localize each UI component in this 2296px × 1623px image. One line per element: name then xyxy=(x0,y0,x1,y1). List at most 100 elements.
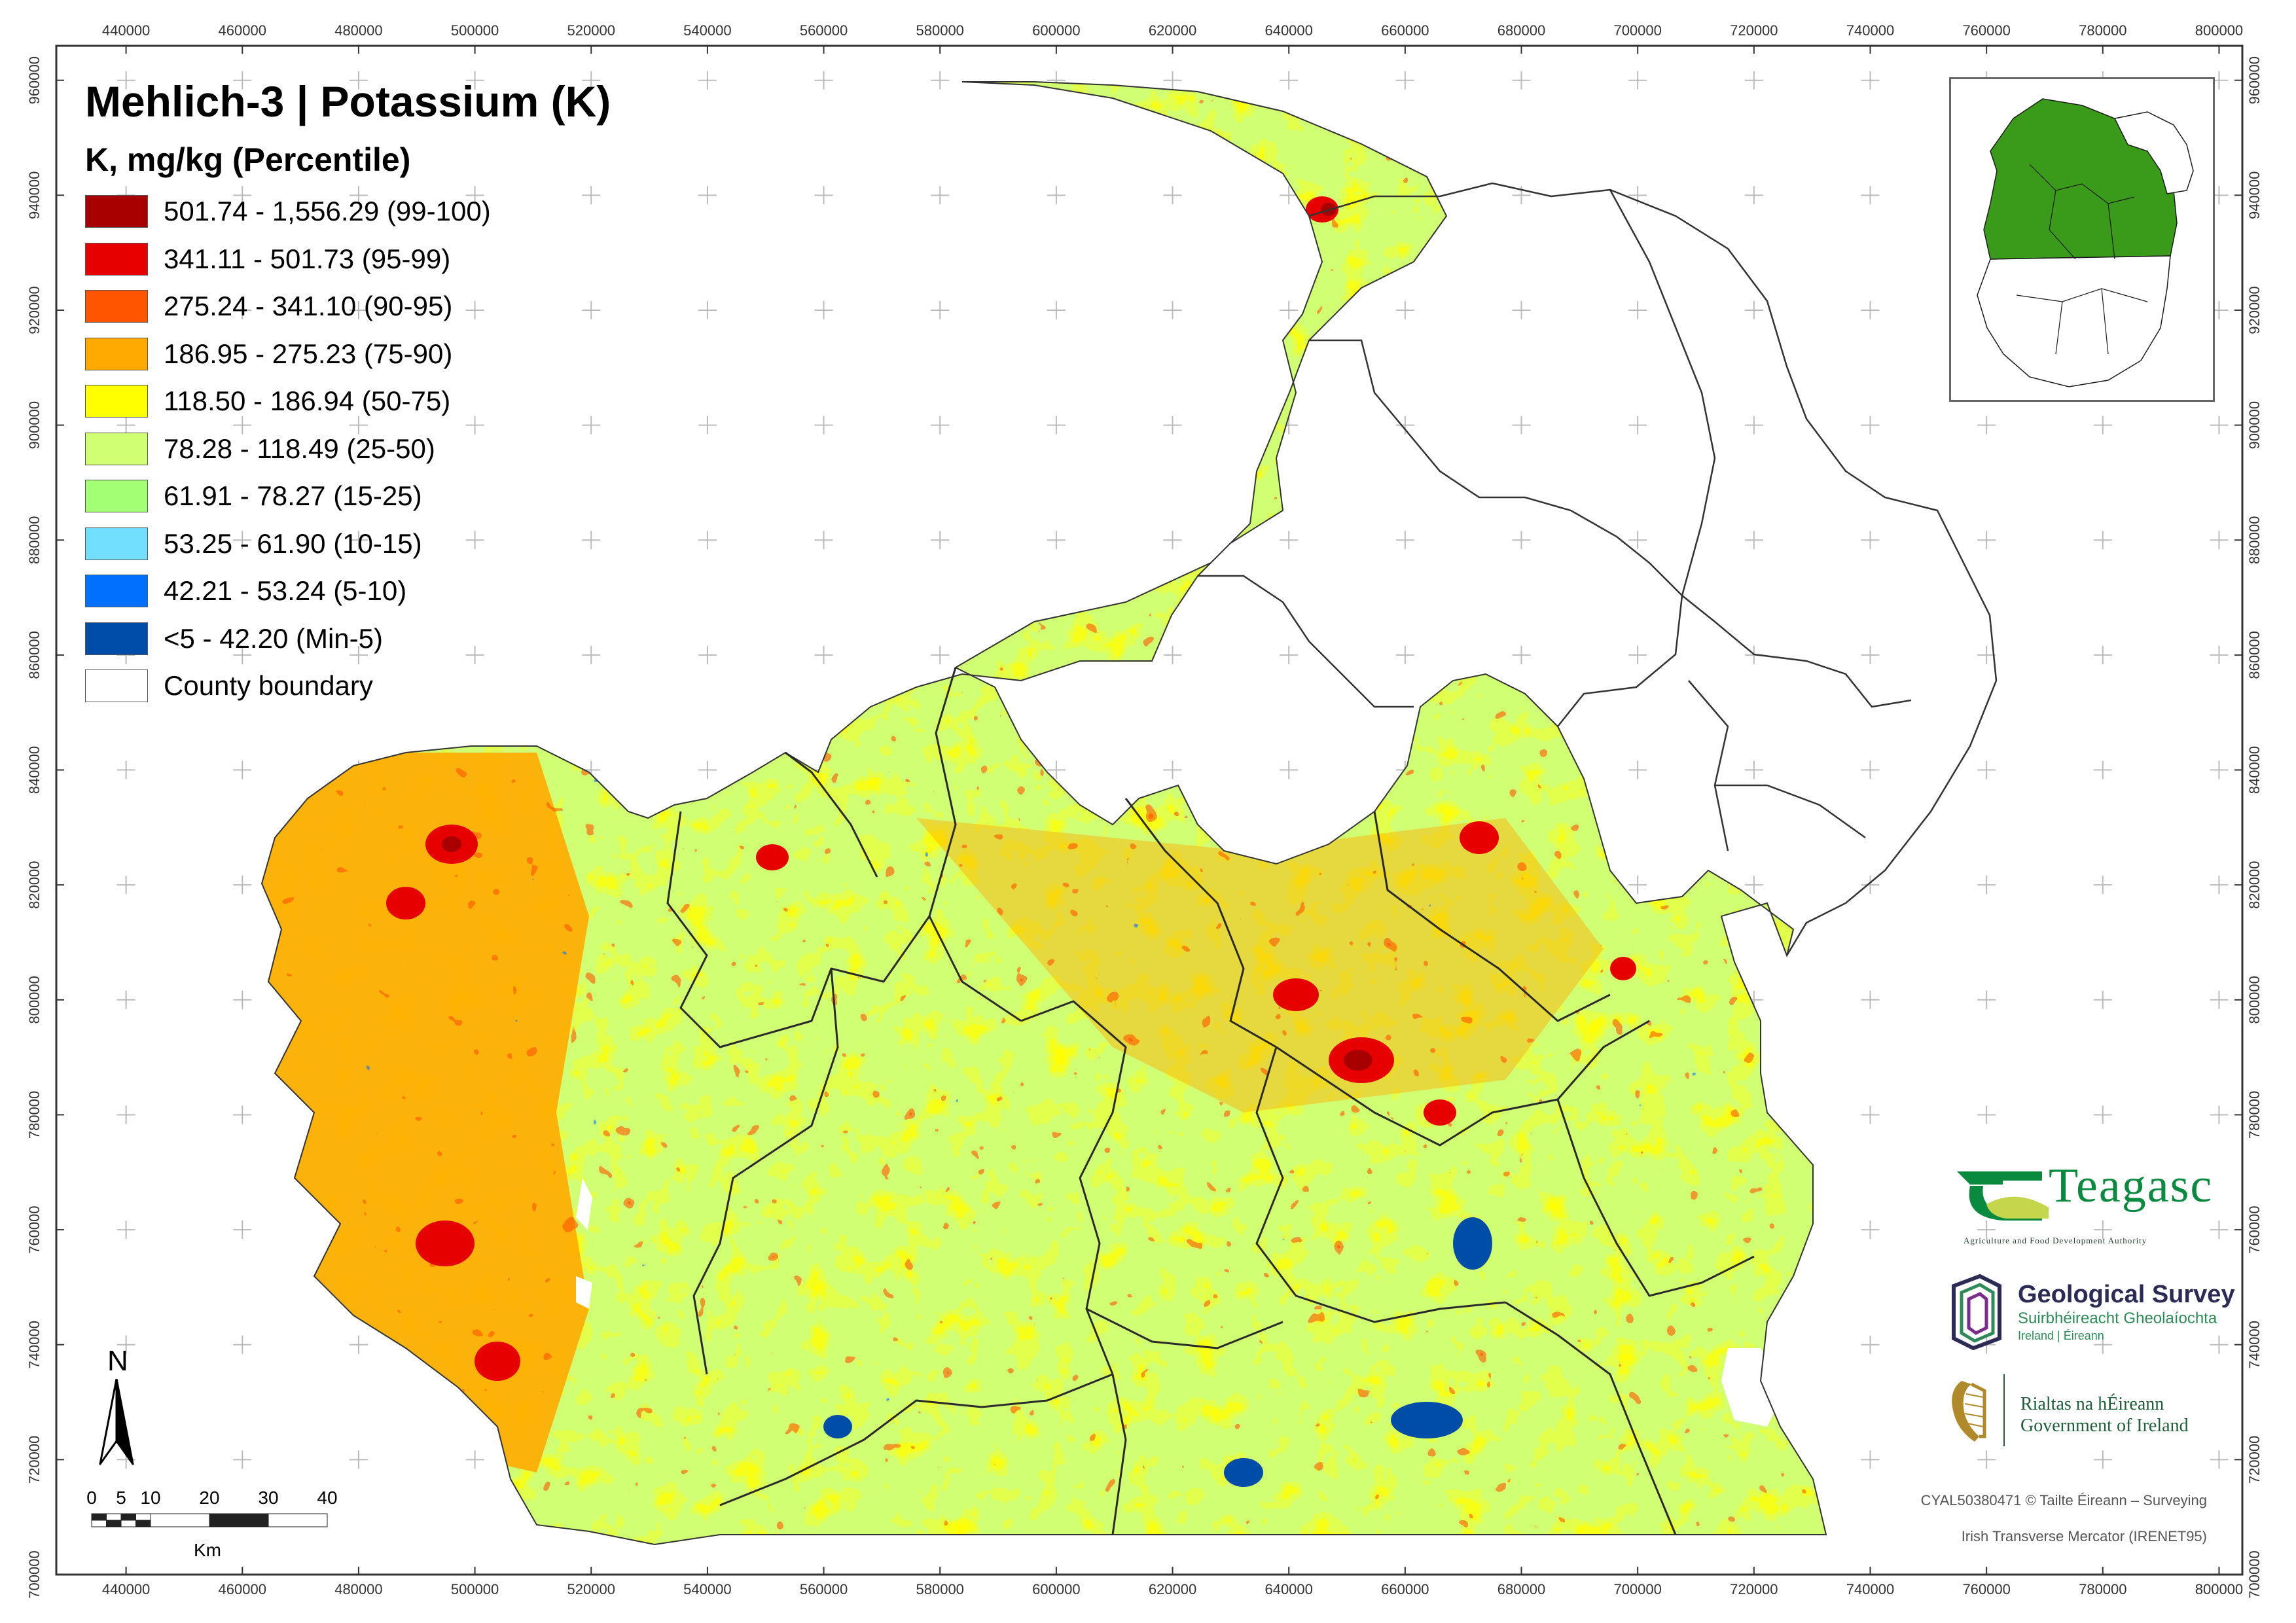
x-tick-label: 760000 xyxy=(1962,22,2010,39)
scale-tick-label: 10 xyxy=(140,1488,160,1508)
x-tick-label: 540000 xyxy=(683,1581,731,1597)
legend-swatch xyxy=(85,290,148,323)
inset-locator-map xyxy=(1949,77,2215,402)
y-axis-left-labels: 960000 940000 920000 900000 880000 860000 8400… xyxy=(26,56,64,1599)
x-tick-label: 720000 xyxy=(1730,22,1778,39)
x-tick-label: 500000 xyxy=(451,22,499,39)
legend-item: 118.50 - 186.94 (50-75) xyxy=(85,378,611,425)
legend-label: 42.21 - 53.24 (5-10) xyxy=(164,575,407,607)
scale-segment xyxy=(135,1520,151,1527)
x-axis-top-labels: 440000 460000 480000 500000 520000 540000 5600… xyxy=(102,22,2243,54)
y-tick-label: 800000 xyxy=(26,976,43,1024)
x-tick-label: 560000 xyxy=(800,22,848,39)
y-tick-label: 940000 xyxy=(2246,171,2263,219)
map-legend: Mehlich-3 | Potassium (K) K, mg/kg (Perc… xyxy=(85,75,611,710)
x-tick-label: 660000 xyxy=(1381,1581,1429,1597)
legend-swatch xyxy=(85,575,148,608)
scale-segment xyxy=(209,1513,269,1527)
legend-item: 42.21 - 53.24 (5-10) xyxy=(85,567,611,615)
y-tick-label: 860000 xyxy=(2246,631,2263,679)
scale-segment xyxy=(135,1513,151,1521)
x-tick-label: 600000 xyxy=(1032,1581,1080,1597)
legend-label: 78.28 - 118.49 (25-50) xyxy=(164,433,435,464)
y-tick-label: 880000 xyxy=(2246,516,2263,564)
x-tick-label: 780000 xyxy=(2079,1581,2126,1597)
y-tick-label: 700000 xyxy=(26,1550,43,1598)
y-tick-label: 820000 xyxy=(26,861,43,908)
scale-segment xyxy=(268,1513,328,1527)
legend-item: 61.91 - 78.27 (15-25) xyxy=(85,473,611,520)
legend-swatch xyxy=(85,432,148,465)
x-tick-label: 440000 xyxy=(102,22,150,39)
legend-subtitle: K, mg/kg (Percentile) xyxy=(85,141,411,178)
gsi-subtitle: Ireland | Éireann xyxy=(2018,1329,2104,1342)
legend-swatch xyxy=(85,480,148,513)
y-tick-label: 960000 xyxy=(26,56,43,104)
gsi-title: Geological Survey xyxy=(2018,1281,2235,1308)
legend-item: County boundary xyxy=(85,662,611,710)
harp-icon xyxy=(1952,1374,2005,1446)
x-tick-label: 460000 xyxy=(219,22,266,39)
legend-label: <5 - 42.20 (Min-5) xyxy=(164,622,383,654)
x-tick-label: 600000 xyxy=(1032,22,1080,39)
gov-irish-name: Rialtas na hÉireann xyxy=(2020,1394,2164,1414)
legend-label: County boundary xyxy=(164,670,373,702)
x-tick-label: 700000 xyxy=(1613,22,1661,39)
scale-tick-label: 20 xyxy=(199,1488,219,1508)
x-tick-label: 640000 xyxy=(1265,22,1312,39)
gov-english-name: Government of Ireland xyxy=(2020,1416,2189,1436)
y-tick-label: 860000 xyxy=(26,631,43,679)
gsi-irish-name: Suirbhéireacht Gheolaíochta xyxy=(2018,1310,2217,1327)
x-tick-label: 560000 xyxy=(800,1581,848,1597)
y-tick-label: 940000 xyxy=(26,171,43,219)
scale-segment xyxy=(91,1513,107,1521)
y-tick-label: 920000 xyxy=(2246,286,2263,334)
ireland-locator-svg xyxy=(1977,98,2194,387)
y-tick-label: 760000 xyxy=(2246,1205,2263,1253)
x-tick-label: 480000 xyxy=(334,22,382,39)
scale-tick-label: 30 xyxy=(258,1488,278,1508)
legend-label: 341.11 - 501.73 (95-99) xyxy=(164,243,451,274)
y-tick-label: 840000 xyxy=(2246,746,2263,794)
x-axis-bottom-labels: 440000 460000 480000 500000 520000 540000 5600… xyxy=(102,1567,2243,1597)
y-tick-label: 840000 xyxy=(26,746,43,794)
geological-survey-logo: Geological Survey Suirbhéireacht Gheolaí… xyxy=(1947,1273,2235,1351)
x-tick-label: 540000 xyxy=(683,22,731,39)
scale-segment xyxy=(106,1520,122,1527)
north-arrow-icon xyxy=(99,1379,134,1465)
northern-ireland-locator xyxy=(2113,111,2194,194)
county-boundaries xyxy=(666,667,1755,1535)
scale-segment xyxy=(120,1520,136,1527)
northern-ireland-outline xyxy=(1198,182,1998,956)
legend-item: <5 - 42.20 (Min-5) xyxy=(85,615,611,663)
scale-segment xyxy=(120,1513,136,1521)
y-tick-label: 960000 xyxy=(2246,56,2263,104)
x-tick-label: 700000 xyxy=(1613,1581,1661,1597)
x-tick-label: 780000 xyxy=(2079,22,2126,39)
legend-label: 61.91 - 78.27 (15-25) xyxy=(164,480,422,512)
legend-item: 53.25 - 61.90 (10-15) xyxy=(85,520,611,568)
legend-swatch xyxy=(85,242,148,276)
y-tick-label: 740000 xyxy=(2246,1321,2263,1368)
legend-swatch xyxy=(85,385,148,418)
scale-segment xyxy=(106,1513,122,1521)
teagasc-tagline: Agriculture and Food Development Authori… xyxy=(1964,1236,2147,1245)
map-title: Mehlich-3 | Potassium (K) xyxy=(85,77,611,126)
x-tick-label: 440000 xyxy=(102,1581,150,1597)
x-tick-label: 480000 xyxy=(334,1581,382,1597)
y-tick-label: 740000 xyxy=(26,1321,43,1368)
y-tick-label: 760000 xyxy=(26,1205,43,1253)
projection-credit: Irish Transverse Mercator (IRENET95) xyxy=(1961,1528,2207,1544)
locator-county-lines xyxy=(2016,164,2148,355)
legend-label: 275.24 - 341.10 (90-95) xyxy=(164,291,453,322)
legend-label: 501.74 - 1,556.29 (99-100) xyxy=(164,196,491,227)
scale-tick-label: 5 xyxy=(116,1488,126,1508)
x-tick-label: 680000 xyxy=(1498,1581,1545,1597)
y-tick-label: 720000 xyxy=(2246,1436,2263,1484)
legend-swatch xyxy=(85,337,148,370)
legend-item: 78.28 - 118.49 (25-50) xyxy=(85,425,611,473)
x-tick-label: 640000 xyxy=(1265,1581,1312,1597)
teagasc-wordmark: Teagasc xyxy=(2049,1159,2214,1213)
teagasc-logo: Teagasc Agriculture and Food Development… xyxy=(1950,1158,2212,1250)
